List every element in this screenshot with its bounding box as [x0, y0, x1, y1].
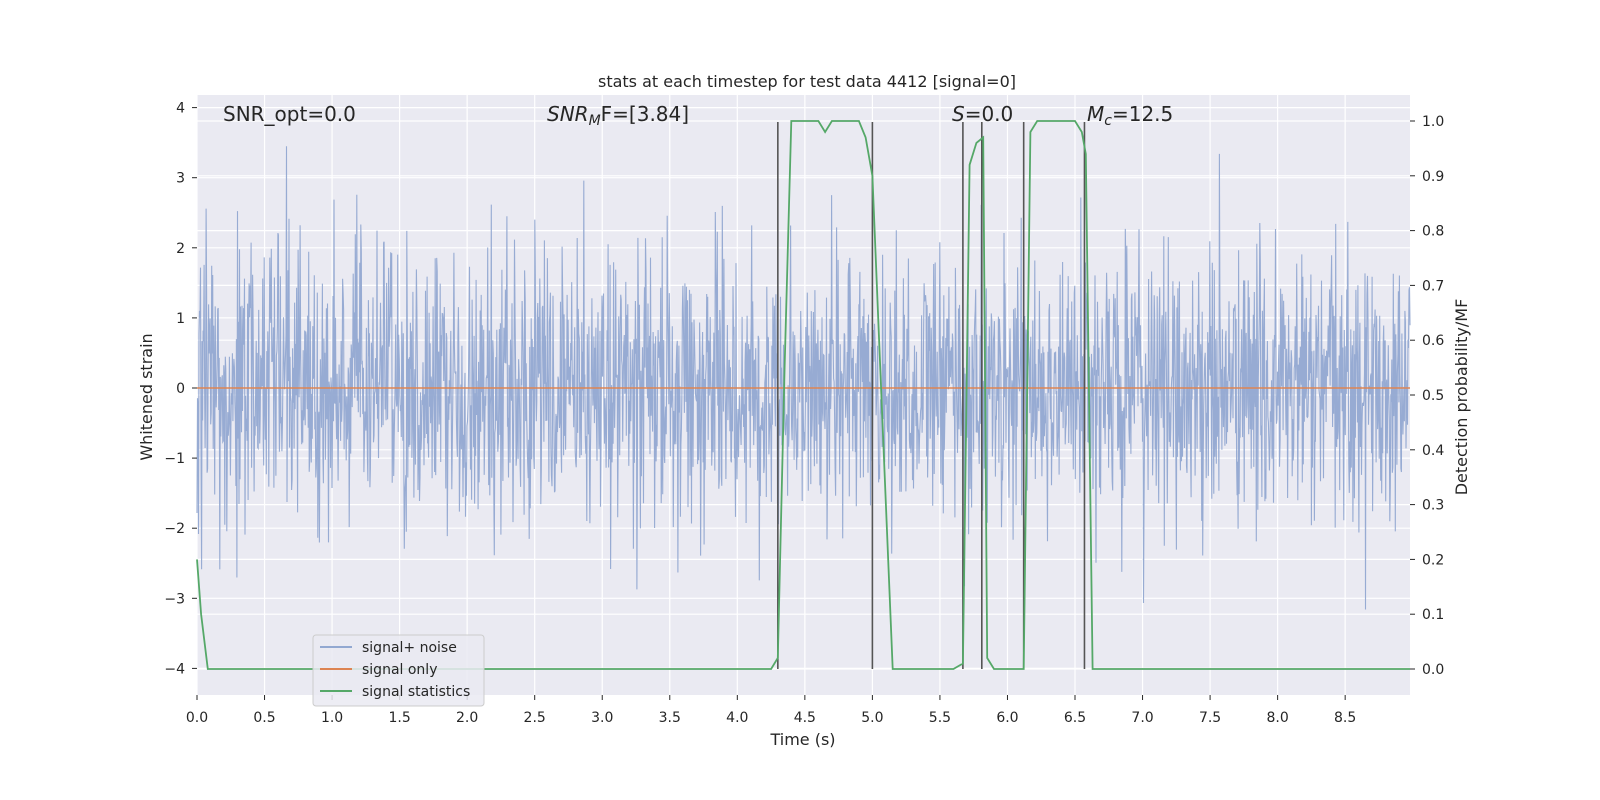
- y-ticks-left: 4 3 2 1 0 −1 −2 −3 −4: [164, 101, 197, 677]
- x-tick-label: 3.0: [591, 710, 613, 726]
- x-tick-label: 7.0: [1131, 710, 1153, 726]
- annotation-mc-base: M: [1087, 102, 1104, 126]
- legend-box: [312, 634, 485, 707]
- x-ticks: 0.0 0.5 1.0 1.5 2.0 2.5 3.0 3.5 4.0 4.5 5.0 5.5 6.0 6…: [186, 695, 1356, 726]
- y-tick-label-right: 0.2: [1422, 552, 1444, 568]
- x-tick-label: 2.0: [456, 710, 478, 726]
- y-tick-label-right: 0.5: [1422, 388, 1444, 404]
- y-tick-label-left: −3: [164, 591, 185, 607]
- y-ticks-right: 1.0 0.9 0.8 0.7 0.6 0.5 0.4 0.3 0.2 0.1 0.0: [1410, 114, 1444, 678]
- annotation-snr-opt: SNR_opt=0.0: [223, 102, 356, 126]
- x-tick-label: 8.5: [1334, 710, 1356, 726]
- y-tick-label-right: 0.9: [1422, 169, 1444, 185]
- legend-label-signal-noise: signal+ noise: [362, 640, 457, 656]
- legend-label-signal-only: signal only: [362, 662, 437, 678]
- x-axis-label: Time (s): [769, 730, 835, 749]
- y-tick-label-right: 0.8: [1422, 224, 1444, 240]
- legend: signal+ noise signal only signal statist…: [312, 634, 485, 707]
- y-tick-label-right: 0.7: [1422, 278, 1444, 294]
- y-tick-label-left: 0: [176, 381, 185, 397]
- x-tick-label: 6.5: [1064, 710, 1086, 726]
- signal-statistics-line: [196, 120, 1410, 670]
- annotation-mc-sub: c: [1104, 113, 1112, 129]
- series-signal-noise: [196, 146, 1411, 610]
- signal-noise-line: [196, 146, 1411, 610]
- annotation-snr-mf-base: SNR: [547, 102, 589, 126]
- y-tick-label-left: −4: [164, 661, 185, 677]
- y-axis-label-left: Whitened strain: [137, 333, 156, 460]
- annotation-snr-mf-rest: F=[3.84]: [601, 102, 689, 126]
- y-tick-label-right: 0.1: [1422, 607, 1444, 623]
- y-tick-label-right: 0.6: [1422, 333, 1444, 349]
- annotation-mc: Mc=12.5: [1087, 102, 1173, 129]
- x-tick-label: 0.0: [186, 710, 208, 726]
- x-tick-label: 5.0: [861, 710, 883, 726]
- annotation-snr-mf-sub: M: [589, 113, 601, 129]
- chart-title: stats at each timestep for test data 441…: [598, 72, 1016, 91]
- annotation-s: S=0.0: [952, 102, 1013, 126]
- x-tick-label: 1.0: [321, 710, 343, 726]
- x-tick-label: 4.5: [794, 710, 816, 726]
- y-tick-label-right: 0.0: [1422, 662, 1444, 678]
- annotation-s-var: S: [952, 102, 965, 126]
- y-axis-label-right: Detection probability/MF: [1452, 299, 1471, 496]
- legend-label-signal-statistics: signal statistics: [362, 684, 470, 700]
- x-tick-label: 5.5: [929, 710, 951, 726]
- vertical-markers: [777, 122, 1086, 669]
- y-tick-label-right: 0.3: [1422, 498, 1444, 514]
- annotation-mc-rest: =12.5: [1112, 102, 1173, 126]
- y-tick-label-left: 3: [176, 171, 185, 187]
- x-tick-label: 8.0: [1266, 710, 1288, 726]
- annotation-s-rest: =0.0: [965, 102, 1014, 126]
- series-signal-statistics: [196, 120, 1410, 670]
- y-tick-label-left: −1: [164, 451, 185, 467]
- y-tick-label-right: 1.0: [1422, 114, 1444, 130]
- x-tick-label: 7.5: [1199, 710, 1221, 726]
- annotation-snr-mf: SNRMF=[3.84]: [547, 102, 689, 129]
- y-tick-label-left: 2: [176, 241, 185, 257]
- y-tick-label-right: 0.4: [1422, 443, 1444, 459]
- y-tick-label-left: 4: [176, 101, 185, 117]
- x-tick-label: 2.5: [524, 710, 546, 726]
- y-tick-label-left: −2: [164, 521, 185, 537]
- x-tick-label: 4.0: [726, 710, 748, 726]
- x-tick-label: 3.5: [659, 710, 681, 726]
- x-tick-label: 1.5: [388, 710, 410, 726]
- y-tick-label-left: 1: [176, 311, 185, 327]
- x-tick-label: 6.0: [996, 710, 1018, 726]
- x-tick-label: 0.5: [253, 710, 275, 726]
